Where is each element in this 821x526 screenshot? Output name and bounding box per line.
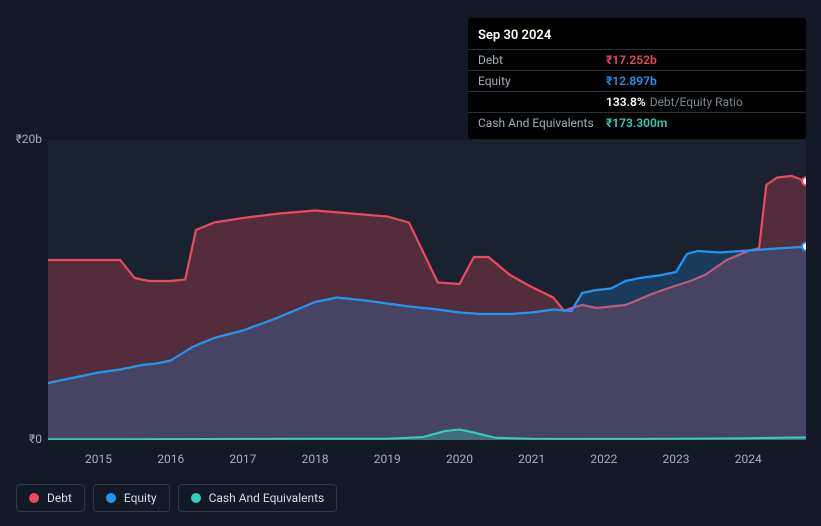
plot-area (48, 140, 806, 440)
tooltip-row: Equity₹12.897b (468, 70, 806, 91)
x-axis-label: 2015 (85, 452, 112, 466)
x-axis-label: 2017 (229, 452, 256, 466)
x-axis-label: 2018 (302, 452, 329, 466)
x-axis: 2015 2016 2017 2018 2019 2020 2021 2022 2023 2024 (48, 448, 806, 468)
x-axis-label: 2024 (735, 452, 762, 466)
tooltip-label: Equity (478, 74, 606, 88)
y-axis-label: ₹20b (12, 132, 42, 146)
x-axis-label: 2022 (590, 452, 617, 466)
tooltip-label (478, 95, 606, 109)
tooltip-value: ₹12.897b (606, 74, 796, 88)
legend-item-cash-and-equivalents[interactable]: Cash And Equivalents (178, 484, 338, 512)
x-axis-label: 2016 (157, 452, 184, 466)
tooltip-row: 133.8%Debt/Equity Ratio (468, 91, 806, 112)
legend-swatch (106, 493, 116, 503)
tooltip-sublabel: Debt/Equity Ratio (650, 95, 743, 109)
legend-item-equity[interactable]: Equity (93, 484, 170, 512)
debt-equity-chart: ₹0₹20b 201520162017201820192020202120222… (16, 120, 806, 510)
legend-swatch (191, 493, 201, 503)
chart-legend: Debt Equity Cash And Equivalents (16, 484, 337, 512)
legend-label: Equity (124, 491, 157, 505)
legend-swatch (29, 493, 39, 503)
y-axis-label: ₹0 (12, 432, 42, 446)
x-axis-label: 2020 (446, 452, 473, 466)
legend-label: Debt (47, 491, 72, 505)
legend-label: Cash And Equivalents (209, 491, 325, 505)
tooltip-row: Debt₹17.252b (468, 49, 806, 70)
tooltip-label: Debt (478, 53, 606, 67)
x-axis-label: 2023 (663, 452, 690, 466)
tooltip-value: ₹17.252b (606, 53, 796, 67)
tooltip-date: Sep 30 2024 (468, 24, 806, 49)
tooltip-value: 133.8%Debt/Equity Ratio (606, 95, 796, 109)
x-axis-label: 2021 (518, 452, 545, 466)
x-axis-label: 2019 (374, 452, 401, 466)
legend-item-debt[interactable]: Debt (16, 484, 85, 512)
